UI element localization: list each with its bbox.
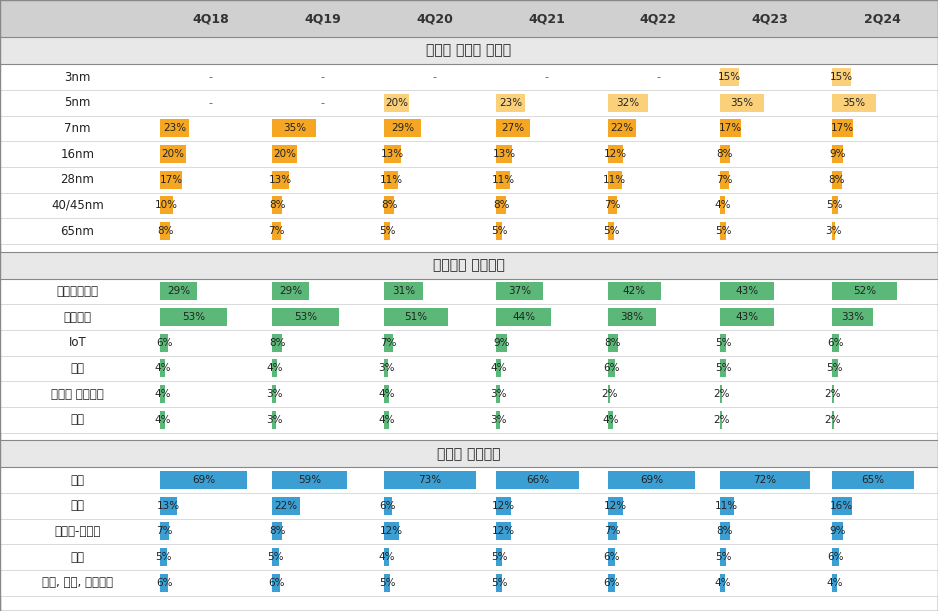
FancyBboxPatch shape (0, 467, 938, 493)
FancyBboxPatch shape (608, 282, 660, 301)
Text: 4%: 4% (714, 578, 731, 588)
Text: 42%: 42% (623, 287, 646, 296)
FancyBboxPatch shape (0, 570, 938, 596)
Text: 32%: 32% (616, 98, 640, 108)
FancyBboxPatch shape (719, 222, 726, 240)
Text: 20%: 20% (386, 98, 408, 108)
FancyBboxPatch shape (385, 145, 401, 163)
FancyBboxPatch shape (719, 196, 725, 214)
Text: 35%: 35% (731, 98, 753, 108)
FancyBboxPatch shape (832, 196, 838, 214)
FancyBboxPatch shape (719, 282, 774, 301)
FancyBboxPatch shape (160, 196, 173, 214)
Text: 29%: 29% (279, 287, 302, 296)
Text: 11%: 11% (492, 175, 515, 185)
Text: 3%: 3% (378, 364, 394, 373)
FancyBboxPatch shape (608, 145, 623, 163)
FancyBboxPatch shape (0, 441, 938, 467)
Text: 8%: 8% (492, 200, 509, 210)
FancyBboxPatch shape (832, 385, 834, 403)
Text: 4%: 4% (826, 578, 842, 588)
FancyBboxPatch shape (160, 359, 165, 378)
FancyBboxPatch shape (832, 334, 840, 352)
Text: 9%: 9% (829, 527, 846, 536)
FancyBboxPatch shape (160, 308, 227, 326)
Text: 4Q23: 4Q23 (751, 12, 789, 25)
Text: 중국: 중국 (70, 499, 84, 512)
FancyBboxPatch shape (832, 282, 897, 301)
Text: 4Q21: 4Q21 (528, 12, 565, 25)
FancyBboxPatch shape (0, 381, 938, 407)
Text: 5%: 5% (603, 226, 619, 236)
FancyBboxPatch shape (160, 548, 167, 566)
FancyBboxPatch shape (832, 222, 836, 240)
Text: 6%: 6% (380, 501, 396, 511)
Text: 8%: 8% (717, 527, 734, 536)
FancyBboxPatch shape (832, 574, 837, 591)
FancyBboxPatch shape (272, 385, 276, 403)
Text: 6%: 6% (156, 578, 173, 588)
Text: 44%: 44% (512, 312, 536, 322)
Text: 12%: 12% (492, 527, 515, 536)
Text: 9%: 9% (493, 338, 510, 348)
Text: 31%: 31% (392, 287, 416, 296)
Text: 15%: 15% (718, 72, 741, 82)
FancyBboxPatch shape (496, 385, 500, 403)
FancyBboxPatch shape (496, 522, 511, 540)
FancyBboxPatch shape (608, 308, 656, 326)
FancyBboxPatch shape (608, 119, 636, 137)
FancyBboxPatch shape (719, 170, 729, 189)
Text: 66%: 66% (526, 475, 549, 485)
Text: 5nm: 5nm (64, 96, 91, 109)
Text: 6%: 6% (603, 364, 620, 373)
Text: 7%: 7% (716, 175, 733, 185)
FancyBboxPatch shape (832, 471, 914, 489)
FancyBboxPatch shape (385, 196, 394, 214)
FancyBboxPatch shape (719, 359, 726, 378)
Text: 22%: 22% (611, 123, 633, 133)
FancyBboxPatch shape (0, 64, 938, 90)
Text: 29%: 29% (167, 287, 190, 296)
FancyBboxPatch shape (832, 359, 838, 378)
Text: 11%: 11% (603, 175, 627, 185)
FancyBboxPatch shape (719, 411, 722, 429)
FancyBboxPatch shape (608, 170, 622, 189)
FancyBboxPatch shape (272, 574, 280, 591)
Text: 12%: 12% (492, 501, 515, 511)
Text: 13%: 13% (269, 175, 292, 185)
FancyBboxPatch shape (832, 119, 853, 137)
FancyBboxPatch shape (0, 330, 938, 356)
FancyBboxPatch shape (160, 574, 168, 591)
FancyBboxPatch shape (272, 170, 289, 189)
FancyBboxPatch shape (608, 522, 617, 540)
FancyBboxPatch shape (0, 115, 938, 141)
FancyBboxPatch shape (496, 222, 503, 240)
Text: 디지털 가전제품: 디지털 가전제품 (51, 387, 104, 401)
Text: 13%: 13% (492, 149, 516, 159)
FancyBboxPatch shape (496, 308, 552, 326)
FancyBboxPatch shape (832, 522, 843, 540)
Text: 5%: 5% (715, 364, 732, 373)
FancyBboxPatch shape (272, 471, 346, 489)
Text: 일본: 일본 (70, 551, 84, 563)
FancyBboxPatch shape (385, 222, 390, 240)
Text: -: - (544, 72, 549, 82)
FancyBboxPatch shape (496, 548, 503, 566)
Text: 5%: 5% (491, 226, 507, 236)
Text: 35%: 35% (282, 123, 306, 133)
Text: 지역별 순매출액: 지역별 순매출액 (437, 447, 501, 461)
FancyBboxPatch shape (608, 196, 617, 214)
Text: 53%: 53% (294, 312, 317, 322)
FancyBboxPatch shape (608, 359, 615, 378)
Text: 3%: 3% (265, 389, 282, 399)
Text: 73%: 73% (418, 475, 442, 485)
Text: 4Q20: 4Q20 (416, 12, 453, 25)
Text: 5%: 5% (379, 226, 396, 236)
FancyBboxPatch shape (160, 222, 171, 240)
Text: 27%: 27% (502, 123, 524, 133)
Text: 8%: 8% (717, 149, 734, 159)
Text: 43%: 43% (735, 312, 759, 322)
FancyBboxPatch shape (496, 359, 501, 378)
FancyBboxPatch shape (608, 222, 614, 240)
